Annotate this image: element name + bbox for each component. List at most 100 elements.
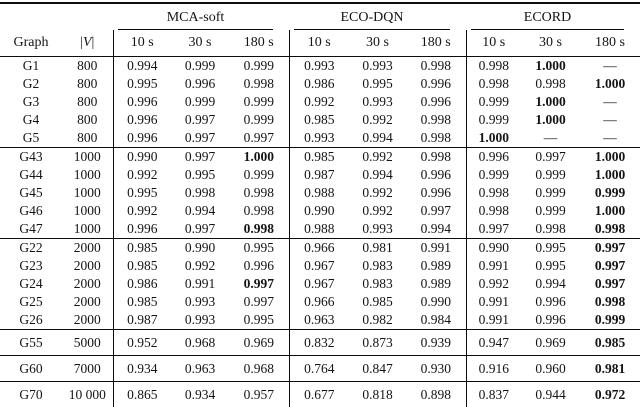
value-cell: 0.995 [535, 240, 566, 255]
table-row: G46 1000 0.992 0.994 0.998 0.990 0.992 0.997 0.9… [0, 202, 640, 220]
value-cell: 1.000 [594, 76, 626, 91]
vertex-count-cell: 2000 [73, 276, 101, 291]
value-cell: 0.997 [184, 112, 216, 127]
graph-cell: G4 [22, 112, 40, 127]
value-cell: 0.997 [465, 220, 521, 239]
value-cell: 0.992 [362, 112, 393, 127]
value-cell: 0.998 [243, 221, 274, 236]
value-cell: 0.995 [362, 76, 393, 91]
value-cell: 0.998 [420, 149, 451, 164]
vertex-count-cell: 800 [77, 58, 98, 73]
value-cell: 0.969 [243, 334, 274, 350]
table-row: G70 10 000 0.865 0.934 0.957 0.677 0.818 0.898 0… [0, 381, 640, 407]
value-cell: 0.991 [465, 311, 521, 330]
table-row: G43 1000 0.990 0.997 1.000 0.985 0.992 0.998 0.9… [0, 147, 640, 166]
value-cell: 0.963 [184, 360, 216, 376]
value-cell: 0.995 [243, 240, 274, 255]
value-cell: 0.764 [288, 355, 349, 382]
column-header-graph: Graph [0, 30, 62, 57]
value-cell: 0.983 [362, 258, 393, 273]
value-cell: 0.847 [362, 360, 393, 376]
table-row: G5 800 0.996 0.997 0.997 0.993 0.994 0.998 1.000… [0, 129, 640, 148]
graph-cell: G23 [19, 258, 43, 273]
table-row: G55 5000 0.952 0.968 0.969 0.832 0.873 0.939 0.9… [0, 329, 640, 356]
value-cell: 0.985 [288, 147, 349, 166]
value-cell: 0.999 [184, 58, 216, 73]
value-cell: 0.993 [362, 58, 393, 73]
value-cell: 0.985 [112, 293, 171, 311]
value-cell: 0.991 [420, 240, 451, 255]
value-cell: 0.997 [184, 130, 216, 145]
value-cell: 0.968 [184, 334, 216, 350]
value-cell: 0.997 [243, 130, 274, 145]
value-cell: 0.996 [465, 147, 521, 166]
graph-cell: G26 [19, 312, 43, 327]
value-cell: 0.997 [535, 149, 566, 164]
value-cell: 0.993 [288, 56, 349, 75]
table-section: G55 5000 0.952 0.968 0.969 0.832 0.873 0.939 0.9… [0, 329, 640, 356]
value-cell: 0.998 [594, 221, 626, 236]
table-row: G44 1000 0.992 0.995 0.999 0.987 0.994 0.996 0.9… [0, 166, 640, 184]
column-header-time: 30 s [521, 30, 580, 57]
vertex-count-cell: 5000 [73, 334, 101, 350]
graph-cell: G5 [22, 130, 40, 145]
value-cell: 0.985 [288, 111, 349, 129]
value-cell: 1.000 [594, 149, 626, 164]
value-cell: 0.999 [243, 167, 274, 182]
value-cell: — [603, 58, 617, 73]
value-cell: 0.998 [465, 202, 521, 220]
group-label: ECORD [523, 10, 572, 25]
value-cell: 0.998 [465, 56, 521, 75]
graph-cell: G47 [19, 221, 43, 236]
value-cell: 0.966 [288, 293, 349, 311]
value-cell: 0.989 [420, 276, 451, 291]
table-row: G23 2000 0.985 0.992 0.996 0.967 0.983 0.989 0.9… [0, 257, 640, 275]
value-cell: 0.998 [420, 130, 451, 145]
value-cell: 0.989 [420, 258, 451, 273]
group-header-mca-soft: MCA-soft [113, 5, 289, 30]
value-cell: 0.957 [243, 386, 274, 402]
table-row: G45 1000 0.995 0.998 0.998 0.988 0.992 0.996 0.9… [0, 184, 640, 202]
value-cell: 0.992 [184, 258, 216, 273]
value-cell: 0.985 [594, 334, 626, 350]
value-cell: 0.995 [535, 258, 566, 273]
value-cell: 1.000 [535, 94, 566, 109]
value-cell: 0.994 [420, 221, 451, 236]
vertex-count-cell: 7000 [73, 360, 101, 376]
group-header-eco-dqn: ECO-DQN [289, 5, 466, 30]
column-header-time: 180 s [406, 30, 466, 57]
column-header-time: 180 s [580, 30, 640, 57]
value-cell: 0.996 [535, 312, 566, 327]
value-cell: 0.981 [594, 360, 626, 376]
value-cell: 0.998 [420, 112, 451, 127]
value-cell: — [603, 94, 617, 109]
value-cell: 0.996 [243, 258, 274, 273]
graph-cell: G3 [22, 94, 40, 109]
value-cell: 0.997 [594, 240, 626, 255]
table-row: G3 800 0.996 0.999 0.999 0.992 0.993 0.996 0.999… [0, 93, 640, 111]
value-cell: 0.992 [288, 93, 349, 111]
value-cell: 0.999 [465, 166, 521, 184]
value-cell: 0.677 [288, 381, 349, 407]
vertex-count-cell: 1000 [73, 203, 101, 218]
value-cell: 0.997 [243, 276, 274, 291]
value-cell: 0.966 [288, 238, 349, 257]
value-cell: 0.992 [465, 275, 521, 293]
column-header-time: 30 s [171, 30, 229, 57]
table-section: G1 800 0.994 0.999 0.999 0.993 0.993 0.998 0.998… [0, 56, 640, 148]
value-cell: 1.000 [465, 129, 521, 148]
column-header-time: 30 s [349, 30, 406, 57]
value-cell: 0.999 [243, 112, 274, 127]
graph-cell: G1 [22, 58, 40, 73]
value-cell: 0.996 [535, 294, 566, 309]
value-cell: 1.000 [535, 58, 566, 73]
value-cell: 0.963 [288, 311, 349, 330]
value-cell: 0.994 [112, 56, 171, 75]
value-cell: 0.992 [362, 149, 393, 164]
value-cell: 0.837 [465, 381, 521, 407]
value-cell: 0.998 [243, 185, 274, 200]
graph-cell: G44 [19, 167, 43, 182]
column-header-time: 10 s [288, 30, 349, 57]
value-cell: 0.990 [288, 202, 349, 220]
value-cell: 0.995 [243, 312, 274, 327]
